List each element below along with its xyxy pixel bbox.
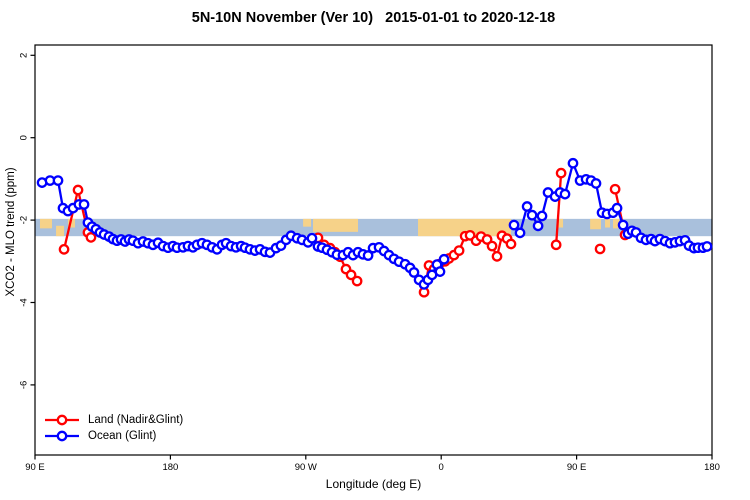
data-point-land <box>85 232 97 243</box>
data-point-ocean <box>514 227 526 239</box>
legend-label-ocean: Ocean (Glint) <box>88 430 157 442</box>
latitude-band-land <box>605 218 610 228</box>
data-point-ocean <box>434 266 446 277</box>
data-point-ocean <box>521 201 533 212</box>
data-point-land <box>58 244 70 255</box>
data-point-land <box>609 183 621 195</box>
data-point-ocean <box>362 250 374 261</box>
data-point-land <box>550 239 562 251</box>
data-point-land <box>491 251 503 262</box>
data-point-ocean <box>532 220 544 232</box>
latitude-band-land <box>313 218 359 232</box>
latitude-band-land <box>67 218 76 228</box>
x-tick-label: 90 E <box>25 462 45 473</box>
data-point-land <box>351 275 363 287</box>
x-tick-label: 0 <box>439 462 444 473</box>
data-point-ocean <box>567 157 579 169</box>
x-tick-label: 180 <box>162 462 178 473</box>
data-point-ocean <box>559 188 571 200</box>
y-tick-label: 2 <box>19 53 30 58</box>
legend-label-land: Land (Nadir&Glint) <box>88 414 184 426</box>
latitude-band-land <box>39 218 53 229</box>
legend-marker-land-icon <box>45 414 79 426</box>
latitude-band-land <box>590 218 601 230</box>
data-point-ocean <box>438 253 450 265</box>
y-tick-label: -2 <box>19 216 30 224</box>
data-point-land <box>72 184 84 196</box>
data-point-ocean <box>306 232 318 244</box>
data-point-ocean <box>701 241 713 252</box>
data-point-land <box>486 240 498 252</box>
legend: Land (Nadir&Glint) Ocean (Glint) <box>44 412 183 444</box>
latitude-band-land <box>418 218 512 237</box>
latitude-band-land <box>56 225 65 237</box>
data-point-ocean <box>590 178 602 189</box>
data-point-ocean <box>611 202 623 214</box>
data-point-land <box>594 243 606 255</box>
y-tick-label: -4 <box>19 298 30 306</box>
data-point-land <box>505 238 517 250</box>
chart-title: 5N-10N November (Ver 10) 2015-01-01 to 2… <box>191 10 556 26</box>
series-line-land <box>554 173 563 245</box>
data-point-land <box>555 167 567 179</box>
legend-item-land: Land (Nadir&Glint) <box>44 412 183 428</box>
data-point-land <box>345 269 357 281</box>
legend-item-ocean: Ocean (Glint) <box>44 428 183 444</box>
latitude-band-land <box>613 218 620 229</box>
data-point-ocean <box>536 210 548 222</box>
x-tick-label: 180 <box>704 462 720 473</box>
y-tick-label: 0 <box>19 135 30 140</box>
latitude-band-land <box>558 218 564 228</box>
latitude-band-land <box>303 218 312 227</box>
plot-box <box>34 44 713 456</box>
data-point-ocean <box>526 209 538 221</box>
data-point-ocean <box>52 175 64 186</box>
data-point-ocean <box>508 219 520 231</box>
x-tick-label: 90 E <box>567 462 587 473</box>
data-point-ocean <box>78 199 90 210</box>
legend-marker-ocean-icon <box>45 430 79 442</box>
data-point-ocean <box>617 219 629 231</box>
data-point-land <box>453 245 465 256</box>
x-tick-label: 90 W <box>295 462 317 473</box>
latitude-band-ocean <box>35 218 712 237</box>
x-axis-label: Longitude (deg E) <box>325 477 422 491</box>
y-tick-label: -6 <box>19 381 30 389</box>
data-point-ocean <box>408 267 420 278</box>
